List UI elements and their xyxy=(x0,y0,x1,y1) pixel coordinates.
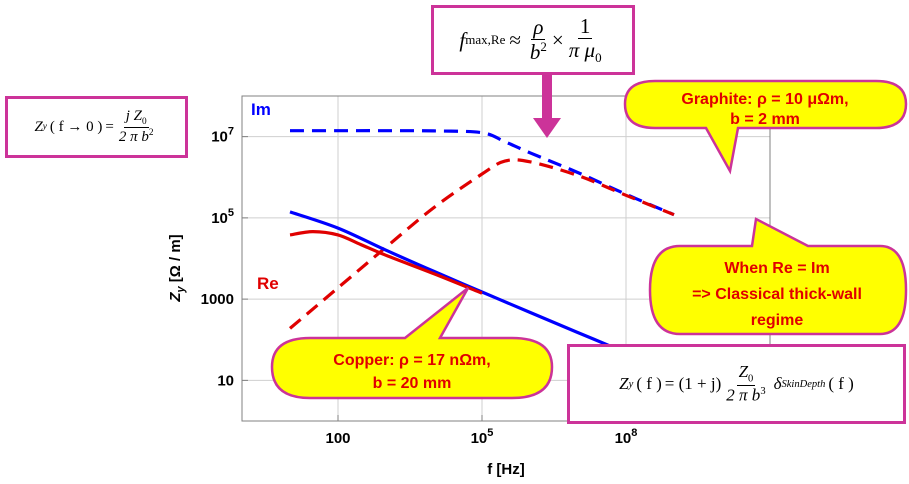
y-axis-label: Zy [Ω / m] xyxy=(167,234,187,302)
series-copper-re-line xyxy=(289,229,483,295)
series-graphite-re-line xyxy=(288,158,675,330)
series-label-im: Im xyxy=(251,100,271,119)
regime-callout: When Re = Im => Classical thick-wall reg… xyxy=(648,217,908,336)
regime-callout-line3: regime xyxy=(751,312,804,329)
graphite-callout-line2: b = 2 mm xyxy=(730,111,800,128)
graphite-callout: Graphite: ρ = 10 μΩm, b = 2 mm xyxy=(623,79,908,175)
x-axis-label: f [Hz] xyxy=(487,461,525,478)
x-tick-label: 108 xyxy=(615,427,638,447)
x-tick-label: 100 xyxy=(325,430,350,447)
y-tick-label: 107 xyxy=(211,126,234,146)
copper-callout: Copper: ρ = 17 nΩm, b = 20 mm xyxy=(270,287,554,400)
graphite-callout-line1: Graphite: ρ = 10 μΩm, xyxy=(681,91,848,108)
y-axis-ticks: 10 1000 105 107 xyxy=(201,126,248,389)
x-axis-ticks: 100 105 108 xyxy=(325,415,637,447)
y-tick-label: 1000 xyxy=(201,291,234,308)
series-label-re: Re xyxy=(257,274,279,293)
fmax-arrow xyxy=(533,75,561,138)
series-graphite-im-line xyxy=(290,129,675,217)
regime-callout-line2: => Classical thick-wall xyxy=(692,286,862,303)
regime-callout-line1: When Re = Im xyxy=(724,260,829,277)
copper-callout-line1: Copper: ρ = 17 nΩm, xyxy=(333,352,490,369)
x-tick-label: 105 xyxy=(471,427,494,447)
copper-callout-line2: b = 20 mm xyxy=(373,375,452,392)
y-tick-label: 105 xyxy=(211,207,234,227)
y-tick-label: 10 xyxy=(217,372,234,389)
